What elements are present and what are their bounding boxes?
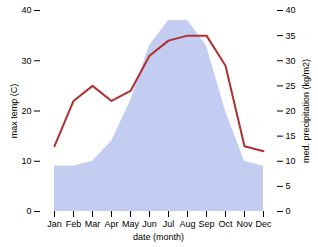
svg-text:30: 30 (21, 56, 31, 66)
svg-text:Nov: Nov (236, 219, 253, 229)
svg-text:med. precipitation (kg/m2): med. precipitation (kg/m2) (301, 59, 311, 163)
svg-text:max temp (C): max temp (C) (9, 84, 19, 139)
svg-text:Jul: Jul (163, 219, 175, 229)
svg-text:date (month): date (month) (133, 232, 184, 242)
svg-text:Mar: Mar (85, 219, 101, 229)
svg-text:30: 30 (286, 56, 296, 66)
svg-text:Aug: Aug (179, 219, 195, 229)
svg-text:Apr: Apr (104, 219, 118, 229)
svg-text:Dec: Dec (255, 219, 272, 229)
svg-text:35: 35 (286, 31, 296, 41)
svg-text:15: 15 (286, 131, 296, 141)
svg-text:0: 0 (286, 206, 291, 216)
svg-text:40: 40 (21, 5, 31, 15)
svg-text:20: 20 (286, 106, 296, 116)
svg-text:40: 40 (286, 5, 296, 15)
svg-text:0: 0 (26, 206, 31, 216)
svg-text:10: 10 (21, 156, 31, 166)
svg-text:Jun: Jun (142, 219, 157, 229)
svg-text:Feb: Feb (66, 219, 82, 229)
svg-text:25: 25 (286, 81, 296, 91)
svg-text:5: 5 (286, 181, 291, 191)
svg-text:Sep: Sep (198, 219, 214, 229)
svg-text:Jan: Jan (47, 219, 62, 229)
svg-text:10: 10 (286, 156, 296, 166)
svg-text:May: May (122, 219, 140, 229)
svg-text:Oct: Oct (218, 219, 233, 229)
svg-text:20: 20 (21, 106, 31, 116)
